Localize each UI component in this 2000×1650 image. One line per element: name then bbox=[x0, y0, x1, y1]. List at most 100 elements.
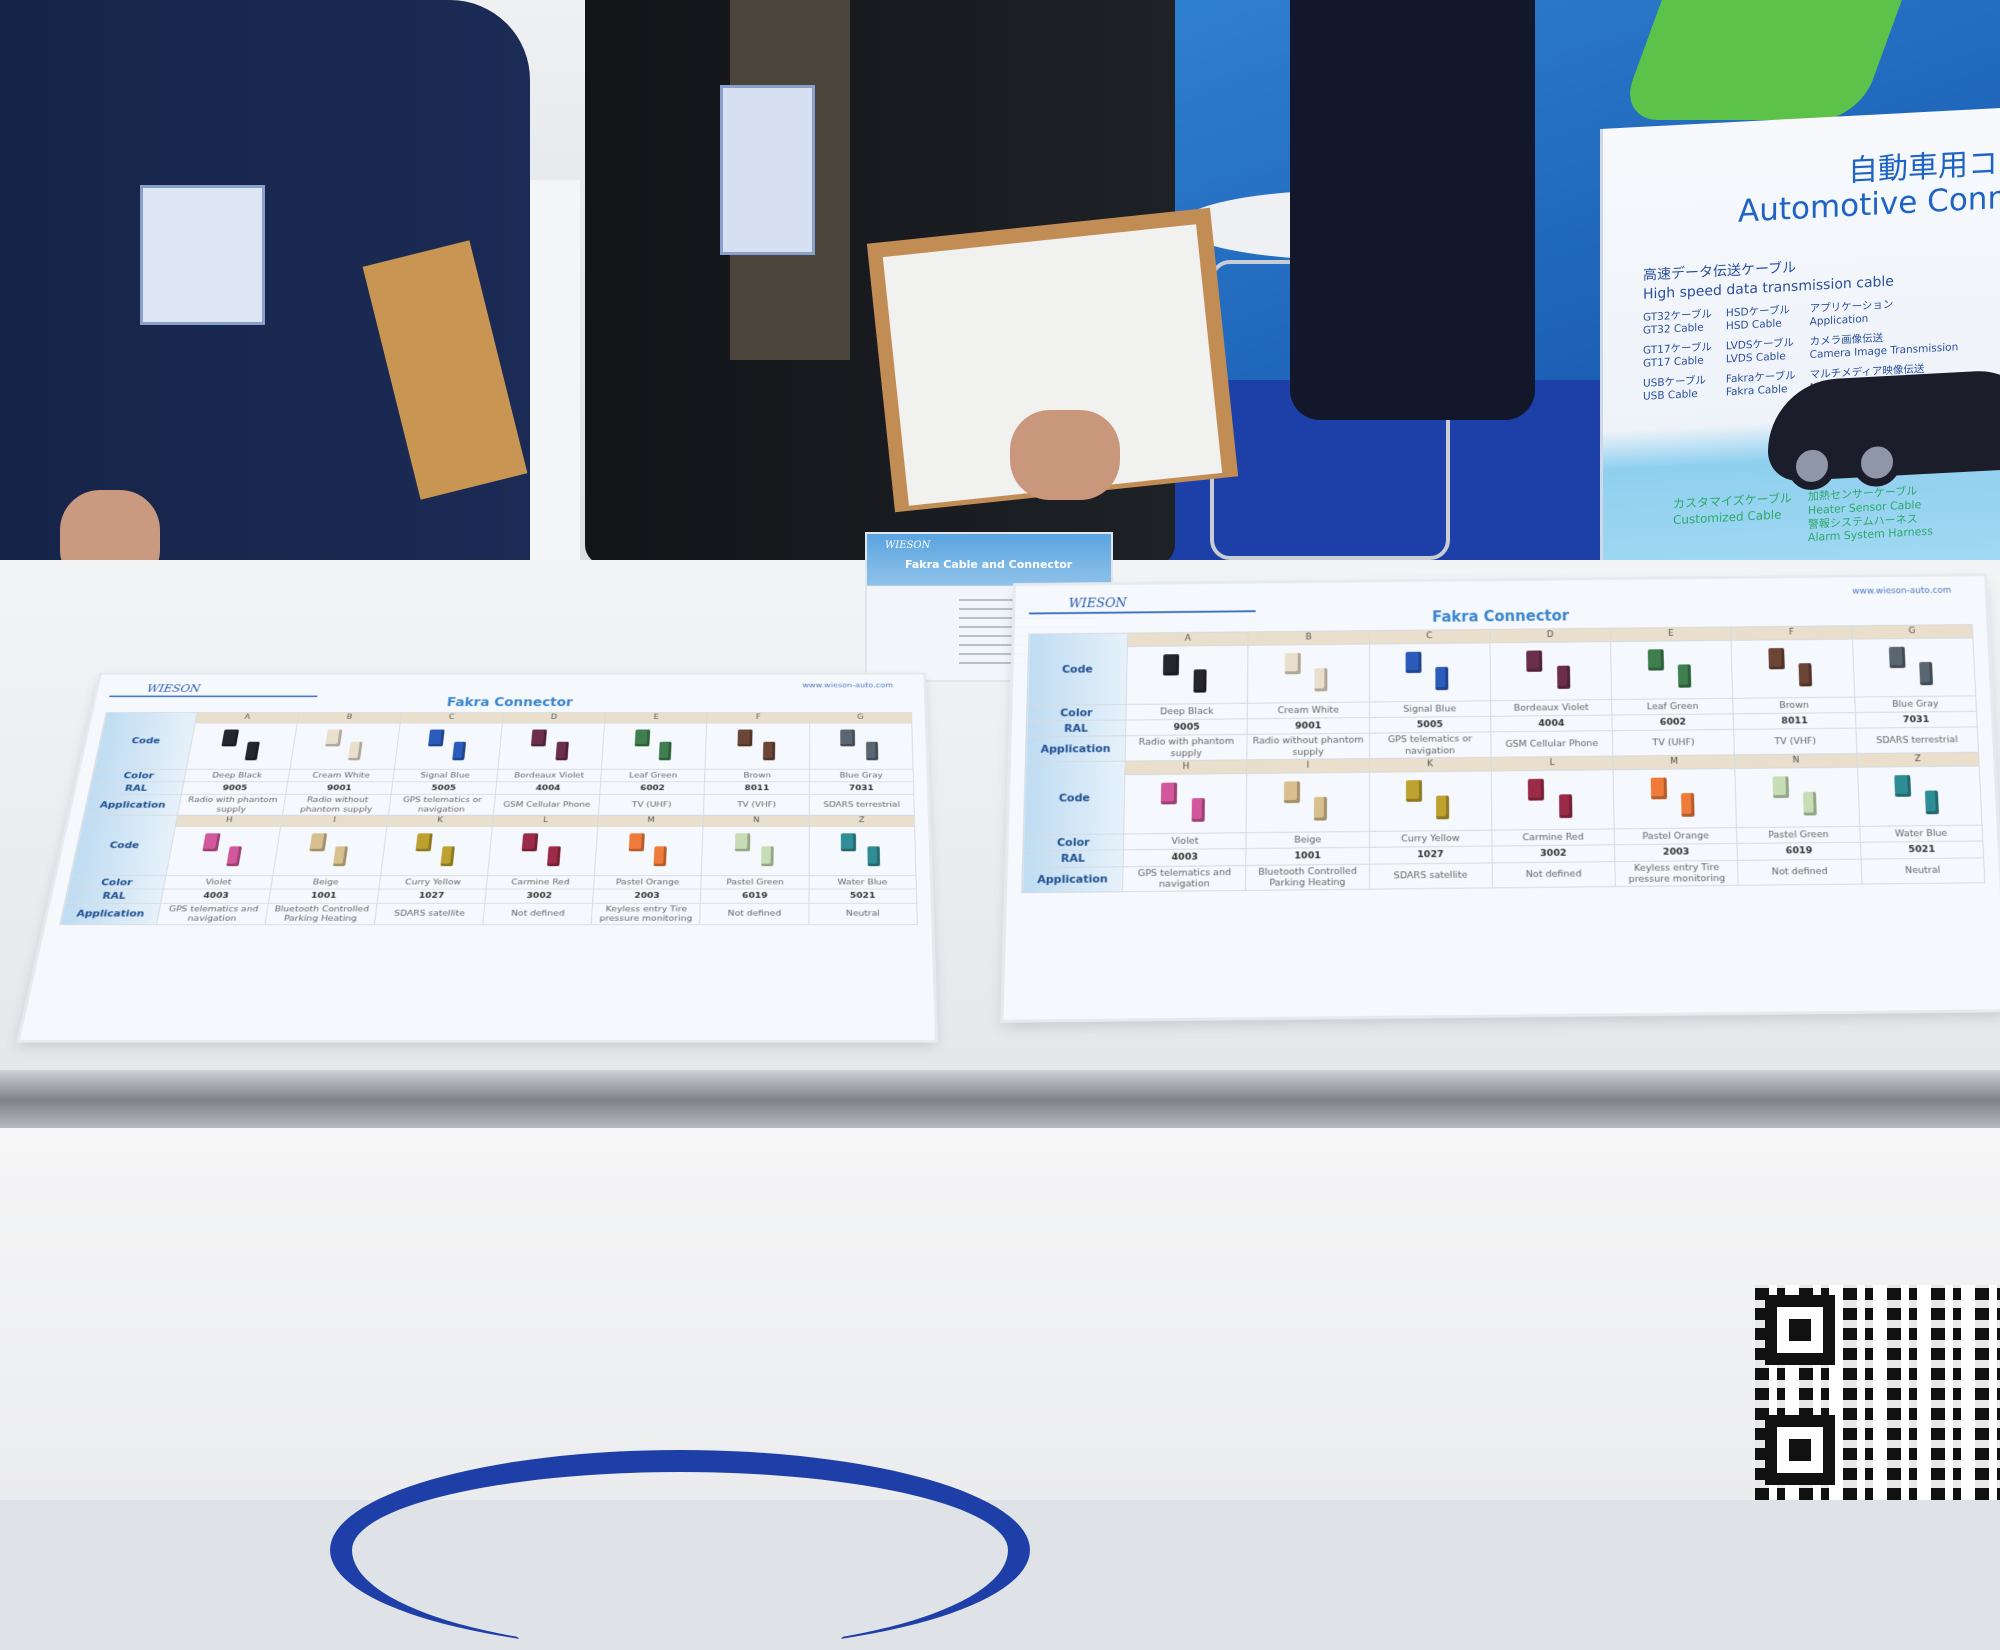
brand-logo: WIESON bbox=[146, 684, 201, 695]
cell-color: Beige bbox=[1246, 832, 1369, 849]
custom-items: 加熱センサーケーブル Heater Sensor Cable 警報システムハーネス A… bbox=[1808, 484, 1933, 546]
connector-m bbox=[1681, 793, 1695, 817]
qr-finder bbox=[1765, 1295, 1835, 1365]
board-url: www.wieson-auto.com bbox=[802, 682, 893, 689]
cell-ral: 9005 bbox=[181, 782, 288, 795]
connector-m bbox=[628, 833, 644, 851]
cell-color: Beige bbox=[271, 876, 380, 890]
fakra-board-left: WIESON www.wieson-auto.com Fakra Connector… bbox=[20, 675, 935, 1040]
cell-application: Not defined bbox=[700, 903, 809, 925]
cell-ral: 6019 bbox=[1737, 843, 1860, 860]
cell-ral: 2003 bbox=[1615, 844, 1738, 861]
brand-logo: WIESON bbox=[1068, 596, 1126, 611]
connector-f bbox=[1768, 648, 1785, 669]
cell-ral: 1001 bbox=[1246, 848, 1369, 865]
connector-m bbox=[1650, 778, 1666, 800]
connector-i bbox=[309, 833, 327, 851]
cell-color: Leaf Green bbox=[1612, 698, 1734, 715]
sign-brand: WIESON bbox=[885, 540, 930, 551]
board-url: www.wieson-auto.com bbox=[1852, 586, 1952, 597]
cell-ral: 1027 bbox=[1369, 846, 1492, 863]
table-row-color: Color Violet Beige Curry Yellow Carmine Red P… bbox=[68, 876, 917, 890]
connector-h bbox=[226, 847, 242, 867]
table-row-app: Application Radio with phantom supply Radi… bbox=[84, 795, 915, 816]
cell-ral: 4003 bbox=[161, 889, 271, 903]
cell-application: GPS telematics and navigation bbox=[1123, 865, 1247, 892]
connector-f bbox=[737, 730, 752, 747]
cell-application: SDARS terrestrial bbox=[1856, 727, 1979, 753]
board-header: WIESON www.wieson-auto.com Fakra Connector bbox=[106, 682, 912, 712]
connector-d bbox=[531, 730, 547, 747]
connector-e bbox=[1647, 649, 1663, 670]
cell-application: GSM Cellular Phone bbox=[493, 795, 600, 816]
cell-color: Carmine Red bbox=[1492, 829, 1615, 846]
cell-color: Deep Black bbox=[184, 769, 290, 782]
connector-photo-cell bbox=[1126, 645, 1248, 704]
car-wheel bbox=[1853, 437, 1901, 488]
cell-code: I bbox=[281, 815, 388, 826]
row-label-color: Color bbox=[91, 769, 186, 782]
cell-application: GPS telematics and navigation bbox=[157, 903, 269, 925]
cell-color: Cream White bbox=[288, 769, 394, 782]
cell-application: SDARS terrestrial bbox=[809, 795, 914, 816]
connector-photo-cell bbox=[809, 723, 913, 769]
cell-application: SDARS satellite bbox=[1369, 862, 1492, 889]
cell-code: E bbox=[605, 712, 708, 723]
cell-code: K bbox=[1369, 757, 1491, 772]
row-label-application: Application bbox=[1025, 736, 1125, 762]
cell-application: Not defined bbox=[1738, 859, 1862, 886]
cell-ral: 4004 bbox=[495, 782, 600, 795]
connector-photo-cell bbox=[394, 723, 502, 769]
cell-code: C bbox=[1369, 629, 1490, 644]
cell-ral: 9001 bbox=[1247, 718, 1369, 735]
connector-z bbox=[1925, 791, 1939, 815]
cell-color: Blue Gray bbox=[1854, 696, 1976, 713]
cell-application: GPS telematics or navigation bbox=[1369, 732, 1491, 758]
cell-ral: 3002 bbox=[1492, 845, 1615, 862]
cell-color: Brown bbox=[1733, 697, 1855, 714]
cell-code: K bbox=[387, 815, 494, 826]
connector-photo-cell bbox=[1611, 640, 1733, 699]
connector-c bbox=[452, 742, 466, 761]
connector-k bbox=[1436, 796, 1449, 820]
connector-photo-cell bbox=[1613, 769, 1737, 829]
cell-application: Neutral bbox=[809, 903, 918, 925]
connector-photo-cell bbox=[166, 827, 281, 876]
connector-l bbox=[1559, 794, 1572, 818]
row-label-ral: RAL bbox=[88, 782, 184, 795]
connector-d bbox=[1526, 650, 1542, 671]
cell-color: Cream White bbox=[1248, 702, 1370, 719]
connector-b bbox=[1314, 668, 1327, 691]
cell-application: TV (UHF) bbox=[599, 795, 705, 816]
cell-color: Carmine Red bbox=[486, 876, 594, 890]
connector-n bbox=[735, 833, 751, 851]
connector-a bbox=[1163, 654, 1179, 675]
cell-code: D bbox=[1490, 628, 1611, 643]
connector-f bbox=[1799, 663, 1813, 686]
connector-photo-cell bbox=[380, 827, 492, 876]
cell-application: Radio without phantom supply bbox=[1247, 734, 1369, 760]
cell-ral: 1027 bbox=[377, 889, 486, 903]
connector-i bbox=[333, 847, 348, 867]
row-label-code: Code bbox=[1023, 761, 1125, 835]
connector-l bbox=[522, 833, 539, 851]
cell-color: Blue Gray bbox=[809, 769, 913, 782]
connector-k bbox=[415, 833, 432, 851]
fakra-board-right: WIESON www.wieson-auto.com Fakra Connector… bbox=[1003, 576, 2000, 1020]
cell-application: Radio without phantom supply bbox=[283, 795, 391, 816]
connector-z bbox=[1894, 775, 1911, 797]
cell-application: Not defined bbox=[1492, 861, 1615, 888]
cell-application: Bluetooth Controlled Parking Heating bbox=[1246, 864, 1369, 891]
logo-arc bbox=[330, 1450, 1030, 1650]
connector-c bbox=[1406, 652, 1422, 673]
cell-code: L bbox=[1491, 756, 1613, 771]
cell-color: Water Blue bbox=[1859, 825, 1982, 842]
connector-photo-cell bbox=[273, 827, 386, 876]
row-label-ral: RAL bbox=[1022, 850, 1123, 867]
table-row-pics bbox=[1027, 638, 1976, 706]
cell-ral: 9005 bbox=[1126, 719, 1248, 736]
connector-d bbox=[556, 742, 569, 761]
qr-code bbox=[1755, 1285, 2000, 1500]
connector-h bbox=[1161, 783, 1177, 805]
poster-list-text: GT17 Cable bbox=[1643, 354, 1712, 370]
